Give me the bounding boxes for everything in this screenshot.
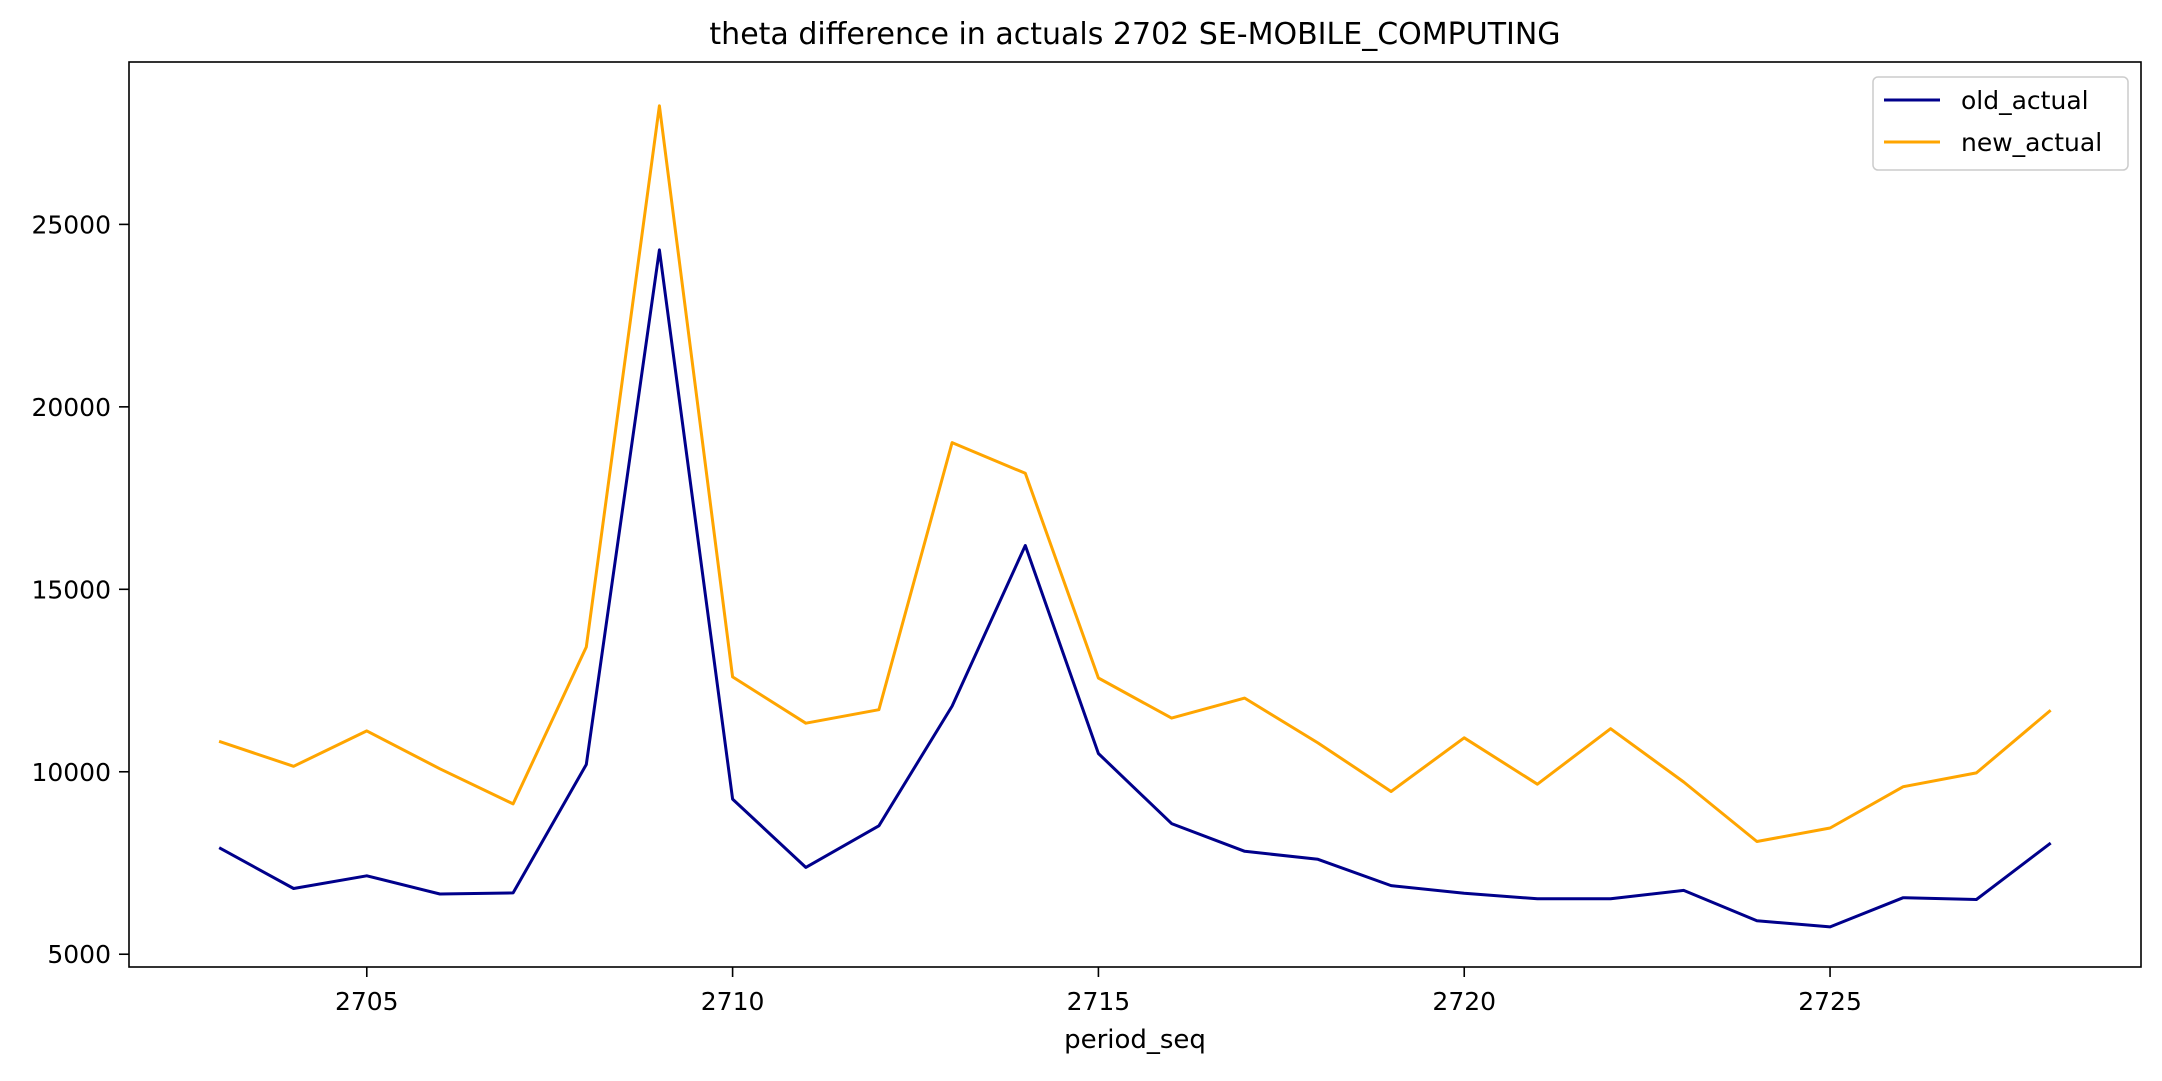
x-tick-label: 2720 bbox=[1432, 987, 1496, 1016]
series-line-old-actual bbox=[218, 248, 2052, 929]
y-tick-label: 5000 bbox=[47, 940, 111, 969]
series-line-new-actual bbox=[218, 104, 2052, 843]
y-tick-label: 25000 bbox=[31, 210, 111, 239]
legend-label-new-actual: new_actual bbox=[1961, 128, 2102, 157]
series-lines bbox=[218, 104, 2052, 929]
y-tick-label: 20000 bbox=[31, 393, 111, 422]
legend: old_actual new_actual bbox=[1872, 76, 2129, 171]
y-tick-label: 10000 bbox=[31, 758, 111, 787]
x-tick-label: 2710 bbox=[701, 987, 765, 1016]
x-tick-label: 2725 bbox=[1798, 987, 1862, 1016]
plot-area-frame bbox=[128, 61, 2142, 968]
axis-ticks: 2705 2710 2715 2720 2725 5000 10000 15000 20000 2… bbox=[31, 210, 1861, 1016]
y-tick-label: 15000 bbox=[31, 575, 111, 604]
x-tick-label: 2715 bbox=[1067, 987, 1131, 1016]
x-axis-label: period_seq bbox=[1064, 1025, 1206, 1055]
x-tick-label: 2705 bbox=[335, 987, 399, 1016]
legend-label-old-actual: old_actual bbox=[1961, 86, 2089, 115]
chart-title: theta difference in actuals 2702 SE-MOBI… bbox=[709, 17, 1560, 52]
